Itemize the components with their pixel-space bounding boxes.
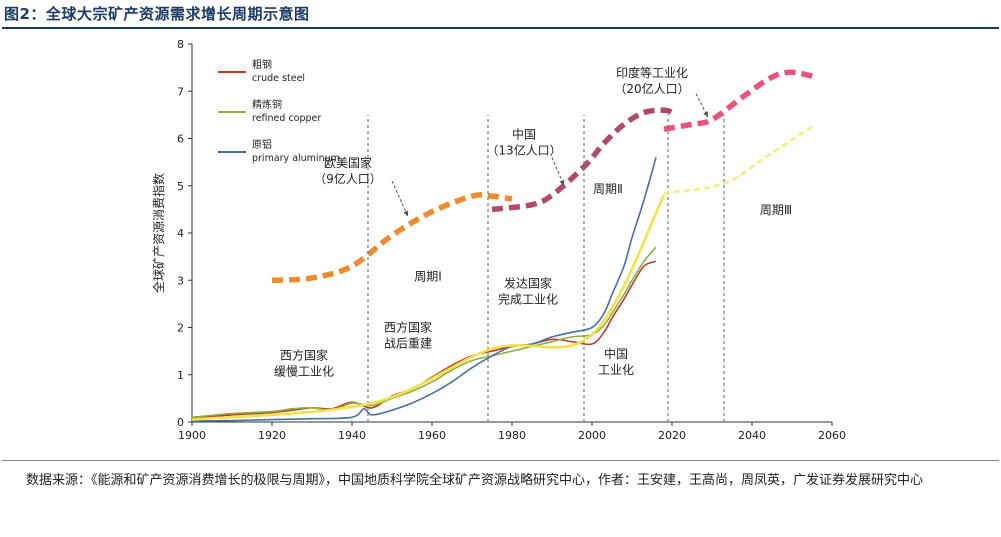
x-tick-label: 2060 bbox=[818, 429, 846, 442]
source-note: 数据来源：《能源和矿产资源消费增长的极限与周期》，中国地质科学院全球矿产资源战略… bbox=[26, 473, 924, 488]
annotation-euro-us: 欧美国家 bbox=[324, 155, 372, 170]
annotation-euro-us: （9亿人口） bbox=[314, 171, 382, 186]
legend-label-en: primary aluminum bbox=[252, 153, 340, 164]
annotation-india: 印度等工业化 bbox=[616, 65, 688, 80]
legend-label-cn: 原铝 bbox=[252, 139, 272, 151]
x-tick-label: 2040 bbox=[738, 429, 766, 442]
series-line-trendfuture-4 bbox=[663, 125, 813, 195]
demand-cycle-chart: 1900 1920 1940 1960 1980 2000 2020 2040 2060 0 1 2 3… bbox=[151, 38, 846, 442]
y-tick-label: 1 bbox=[177, 369, 184, 382]
x-tick-label: 1980 bbox=[498, 429, 526, 442]
x-tick-label: 1900 bbox=[178, 429, 206, 442]
annotation-china-pop: （13亿人口） bbox=[486, 143, 561, 158]
y-tick-label: 3 bbox=[177, 274, 184, 287]
arrow-head-2 bbox=[559, 179, 565, 186]
arrow-head-3 bbox=[703, 111, 708, 118]
annotation-western-slow: 缓慢工业化 bbox=[274, 365, 334, 379]
x-tick-label: 1920 bbox=[258, 429, 286, 442]
y-tick-label: 5 bbox=[177, 180, 184, 193]
y-tick-label: 7 bbox=[177, 85, 184, 98]
annotation-western-rebuild: 西方国家 bbox=[384, 319, 432, 334]
y-tick-label: 6 bbox=[177, 133, 184, 146]
title-divider bbox=[2, 27, 999, 29]
demand-wave-1 bbox=[271, 192, 513, 284]
chart-legend: 粗钢 crude steel 精炼铜 refined copper 原铝 primary … bbox=[218, 58, 340, 164]
annotation-western-rebuild: 战后重建 bbox=[384, 336, 432, 350]
chart-annotations: 西方国家缓慢工业化西方国家战后重建发达国家完成工业化中国工业化周期Ⅰ周期Ⅱ周期Ⅲ… bbox=[274, 65, 792, 379]
annotation-china-pop: 中国 bbox=[512, 127, 536, 142]
x-tick-label: 2000 bbox=[578, 429, 606, 442]
y-tick-label: 8 bbox=[177, 38, 184, 51]
legend-label-cn: 精炼铜 bbox=[252, 98, 282, 111]
demand-wave-3 bbox=[663, 69, 817, 132]
demand-waves bbox=[271, 69, 817, 284]
y-tick-label: 4 bbox=[177, 227, 184, 240]
annotation-china-ind: 中国 bbox=[604, 346, 628, 361]
chart-axes: 1900 1920 1940 1960 1980 2000 2020 2040 2060 0 1 2 3… bbox=[151, 38, 846, 442]
annotation-developed-done: 发达国家 bbox=[504, 275, 552, 290]
x-tick-label: 2020 bbox=[658, 429, 686, 442]
legend-label-en: refined copper bbox=[252, 113, 321, 124]
y-tick-label: 2 bbox=[177, 322, 184, 335]
figure-title: 图2：全球大宗矿产资源需求增长周期示意图 bbox=[4, 5, 310, 23]
source-divider bbox=[2, 460, 999, 461]
series-lines bbox=[191, 125, 813, 422]
annotation-cycle-3: 周期Ⅲ bbox=[760, 203, 792, 217]
annotation-western-slow: 西方国家 bbox=[280, 348, 328, 363]
y-tick-label: 0 bbox=[177, 416, 184, 429]
annotation-developed-done: 完成工业化 bbox=[498, 291, 558, 306]
series-line-trend-3 bbox=[191, 194, 666, 421]
y-axis-title: 全球矿产资源消费指数 bbox=[151, 173, 166, 293]
annotation-cycle-1: 周期Ⅰ bbox=[414, 269, 442, 283]
series-line--1 bbox=[191, 246, 657, 419]
x-tick-label: 1940 bbox=[338, 429, 366, 442]
annotation-cycle-2: 周期Ⅱ bbox=[593, 182, 623, 196]
arrow-head-1 bbox=[403, 210, 409, 217]
demand-wave-2 bbox=[491, 107, 674, 213]
legend-label-en: crude steel bbox=[252, 73, 305, 84]
x-tick-label: 1960 bbox=[418, 429, 446, 442]
arrow-1 bbox=[391, 180, 409, 217]
annotation-china-ind: 工业化 bbox=[598, 363, 634, 377]
annotation-india: （20亿人口） bbox=[614, 81, 689, 96]
series-line--2 bbox=[191, 157, 657, 422]
legend-label-cn: 粗钢 bbox=[252, 58, 272, 71]
